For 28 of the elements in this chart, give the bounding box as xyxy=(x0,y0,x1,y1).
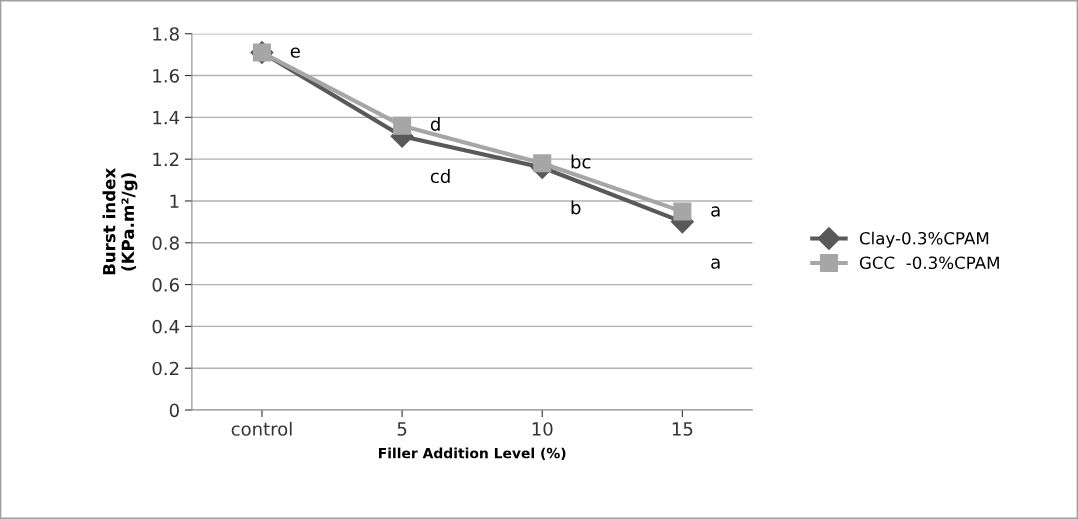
y-tick-label: 0.2 xyxy=(152,361,179,376)
annotation: bc xyxy=(571,154,591,169)
y-tick-label: 1.4 xyxy=(153,111,180,125)
x-tick-label: 5 xyxy=(397,422,407,436)
y-tick-label: 1.8 xyxy=(153,27,179,41)
y-tick-label: 1 xyxy=(170,194,179,208)
annotation: a xyxy=(711,206,720,217)
legend-label: GCC -0.3%CPAM xyxy=(859,256,999,270)
x-tick-label: 10 xyxy=(532,422,553,436)
annotation: cd xyxy=(430,169,450,184)
annotation: a xyxy=(711,258,720,269)
y-tick-label: 0 xyxy=(169,403,179,418)
y-tick-label: 1.2 xyxy=(153,152,179,167)
x-axis-title: Filler Addition Level (%) xyxy=(379,447,566,461)
y-tick-label: 1.6 xyxy=(153,69,179,83)
point xyxy=(533,154,552,173)
legend-label: Clay-0.3%CPAM xyxy=(859,231,989,248)
y-tick-label: 0.4 xyxy=(152,319,180,334)
y-tick-label: 0.6 xyxy=(152,278,179,292)
x-tick-label: control xyxy=(231,421,292,436)
y-tick-label: 0.8 xyxy=(152,236,179,250)
annotation: b xyxy=(571,200,581,215)
annotation: e xyxy=(290,47,300,58)
x-tick-label: 15 xyxy=(672,422,693,436)
annotation: d xyxy=(430,116,440,131)
point xyxy=(393,116,412,135)
y-axis-title: Burst index (KPa.m²/g) xyxy=(102,168,138,275)
point xyxy=(673,202,692,221)
